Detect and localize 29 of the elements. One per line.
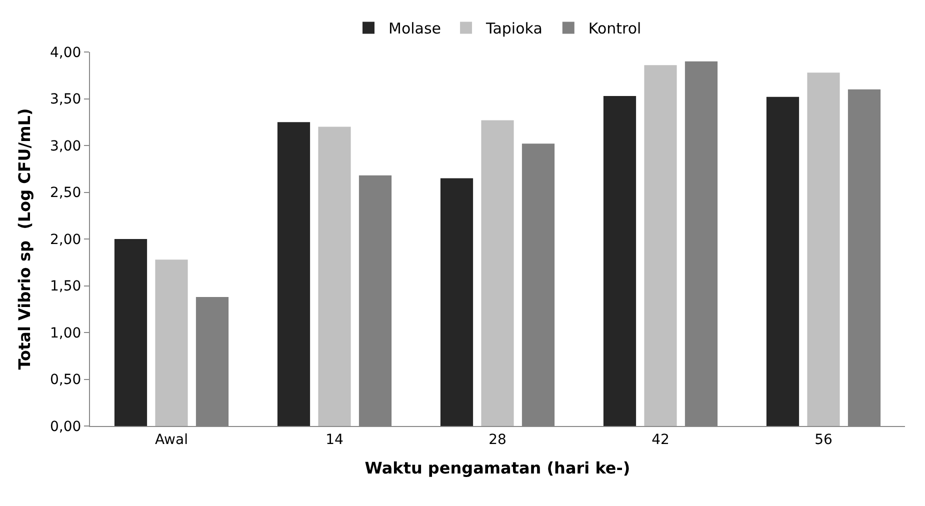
bar [807,72,840,426]
x-tick-label: 56 [814,432,832,448]
x-tick-label: Awal [155,432,188,448]
bar [318,126,351,426]
y-tick-label: 2,50 [50,185,82,202]
bar [155,260,188,426]
x-tick-label: 28 [488,432,506,448]
y-tick-label: 3,50 [50,92,82,108]
bar [481,120,514,426]
bar [603,96,636,426]
legend-label: Molase [388,20,442,38]
bar [277,122,310,426]
legend-label: Kontrol [588,20,642,38]
y-tick-label: 2,00 [50,232,82,248]
bar [644,65,677,426]
x-axis-title: Waktu pengamatan (hari ke-) [364,458,630,478]
legend-label: Tapioka [485,20,542,38]
x-tick-label: 14 [326,432,344,448]
y-tick-label: 4,00 [50,44,82,61]
y-tick-label: 1,50 [50,278,82,295]
x-tick-label: 42 [652,432,670,448]
y-tick-label: 0,50 [50,372,82,388]
bar [766,96,800,426]
y-axis-title: Total Vibrio sp (Log CFU/mL) [14,108,34,370]
bar [114,239,148,426]
y-tick-label: 3,00 [50,138,82,154]
y-tick-label: 0,00 [50,418,82,435]
bar [440,178,474,426]
y-tick-label: 1,00 [50,325,82,342]
